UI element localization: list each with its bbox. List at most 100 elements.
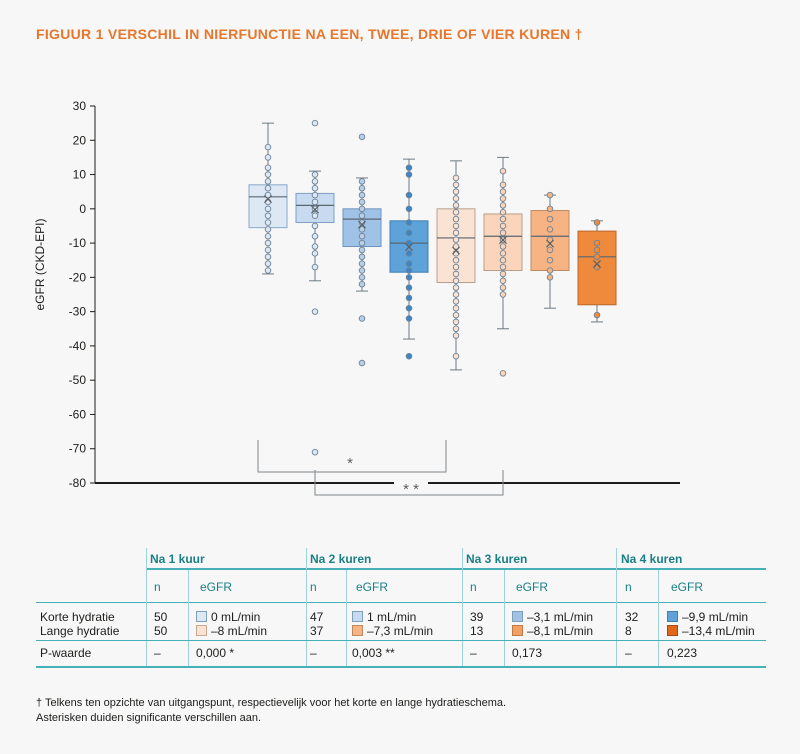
lange-egfr-3: –8,1 mL/min — [512, 624, 593, 638]
data-point — [499, 370, 507, 377]
data-point — [499, 256, 507, 264]
swatch-icon — [512, 625, 523, 636]
data-point — [405, 352, 413, 360]
data-point — [358, 239, 366, 247]
data-point — [452, 243, 460, 250]
lange-egfr-4: –13,4 mL/min — [667, 624, 755, 638]
data-point — [264, 191, 272, 199]
data-point — [405, 315, 413, 322]
data-point — [546, 226, 554, 233]
mean-marker: × — [544, 236, 556, 252]
data-point — [499, 167, 507, 175]
data-point — [452, 174, 460, 182]
subheader-egfr-3: eGFR — [516, 580, 549, 594]
swatch-icon — [352, 611, 363, 622]
data-point — [546, 256, 554, 264]
table-top-rule — [146, 568, 766, 570]
y-tick-label: -10 — [69, 236, 87, 250]
data-point — [593, 253, 601, 261]
data-point — [499, 181, 507, 189]
subheader-egfr-1: eGFR — [200, 580, 233, 594]
pvalue-3: 0,173 — [512, 646, 543, 660]
mean-marker: × — [309, 202, 321, 218]
data-point — [358, 246, 366, 254]
data-point — [452, 311, 460, 319]
mean-marker: × — [403, 240, 415, 256]
data-point — [358, 191, 366, 199]
footnote: † Telkens ten opzichte van uitgangspunt,… — [36, 696, 506, 726]
data-point — [358, 219, 366, 226]
data-point — [499, 284, 507, 291]
data-point — [499, 202, 507, 209]
data-point — [311, 243, 319, 250]
row-label-korte: Korte hydratie — [40, 610, 115, 624]
korte-n-3: 39 — [470, 610, 484, 624]
data-point — [264, 171, 272, 178]
data-point — [405, 164, 413, 171]
data-point — [499, 250, 507, 257]
data-point — [546, 246, 554, 254]
annotation-bg — [394, 479, 428, 491]
data-point — [452, 263, 460, 271]
data-point — [405, 304, 413, 312]
table-col-sep — [188, 570, 189, 666]
subheader-n-4: n — [625, 580, 632, 594]
significance-bracket — [314, 470, 504, 496]
data-point — [311, 263, 319, 271]
data-point — [499, 236, 507, 243]
pvalue-n-4: – — [625, 646, 632, 660]
y-tick-label: -20 — [69, 270, 87, 284]
data-point — [358, 198, 366, 206]
data-point — [452, 325, 460, 333]
data-point — [358, 178, 366, 185]
swatch-icon — [196, 625, 207, 636]
data-point — [311, 171, 319, 178]
subheader-egfr-2: eGFR — [356, 580, 389, 594]
swatch-icon — [196, 611, 207, 622]
data-point — [264, 198, 272, 206]
data-point — [499, 277, 507, 285]
data-point — [358, 274, 366, 281]
lange-n-1: 50 — [154, 624, 168, 638]
lange-n-3: 13 — [470, 624, 484, 638]
data-point — [311, 232, 319, 240]
data-point — [405, 284, 413, 291]
y-tick-label: 30 — [73, 99, 87, 113]
data-point — [452, 202, 460, 209]
data-point — [546, 191, 554, 199]
data-point — [593, 246, 601, 254]
row-label-lange: Lange hydratie — [40, 624, 120, 638]
pvalue-1: 0,000 * — [196, 646, 235, 660]
y-tick-label: -60 — [69, 407, 87, 421]
table-col-sep — [462, 548, 463, 666]
data-point — [264, 185, 272, 192]
subheader-egfr-4: eGFR — [671, 580, 704, 594]
data-point — [358, 185, 366, 192]
data-point — [452, 195, 460, 202]
data-point — [499, 229, 507, 237]
data-point — [499, 215, 507, 223]
data-point — [593, 263, 601, 271]
data-point — [546, 267, 554, 274]
data-point — [452, 215, 460, 223]
mean-marker: × — [356, 217, 368, 233]
data-point — [499, 243, 507, 250]
y-tick-label: 0 — [79, 202, 86, 216]
group-header-4: Na 4 kuren — [621, 552, 683, 566]
data-point — [499, 222, 507, 230]
table-header-rule — [36, 602, 766, 603]
data-point — [452, 256, 460, 264]
data-point — [405, 239, 413, 247]
data-point — [499, 291, 507, 298]
table-col-sep — [504, 570, 505, 666]
y-tick-label: -50 — [69, 373, 87, 387]
korte-egfr-3: –3,1 mL/min — [512, 610, 593, 624]
korte-egfr-1: 0 mL/min — [196, 610, 260, 624]
subheader-n-2: n — [310, 580, 317, 594]
mean-marker: × — [450, 243, 462, 259]
data-point — [264, 267, 272, 274]
table-col-sep — [146, 548, 147, 666]
data-point — [264, 246, 272, 254]
table-col-sep — [306, 548, 307, 666]
